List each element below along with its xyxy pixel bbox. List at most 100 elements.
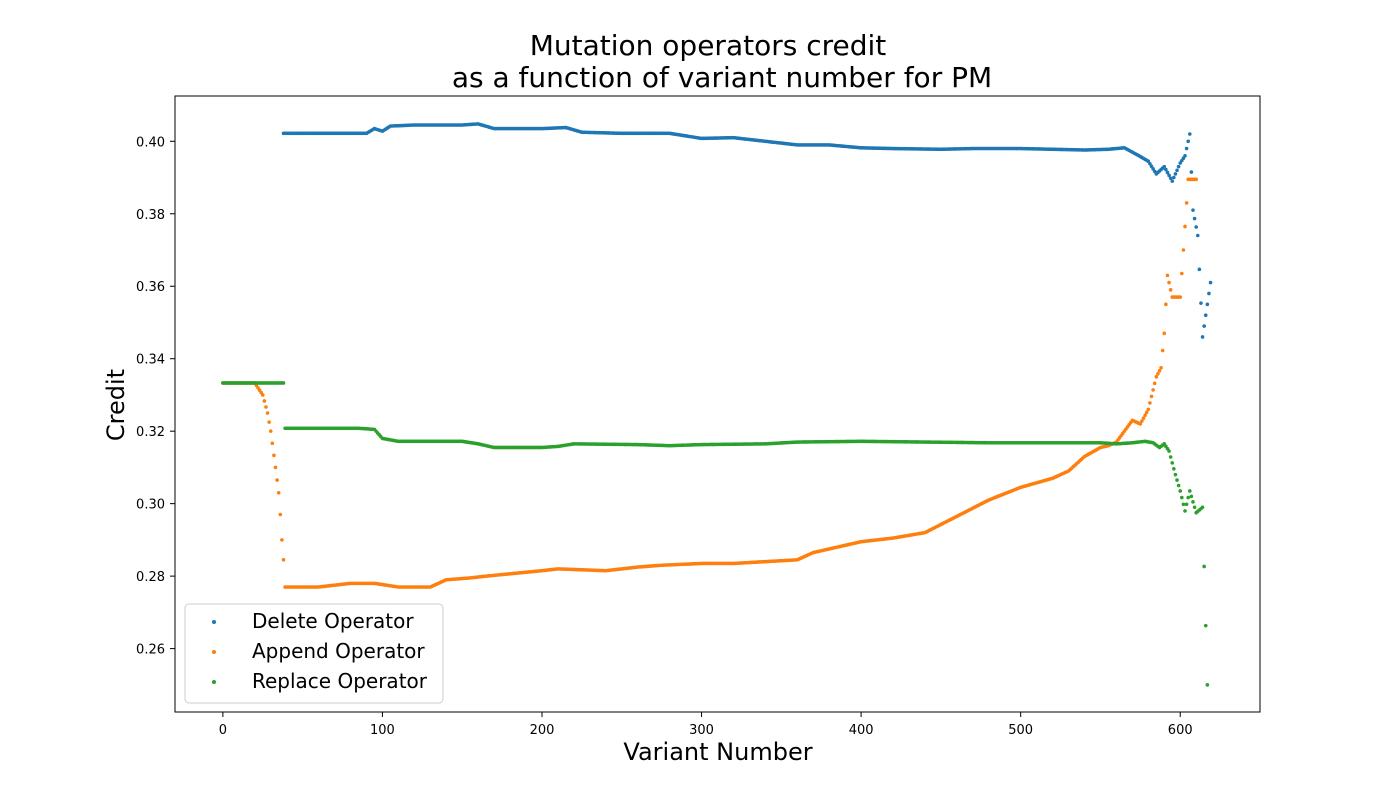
x-axis-label: Variant Number [623,738,812,766]
data-point [1180,495,1184,500]
series-2 [221,381,1210,687]
data-point [1149,394,1154,399]
data-point [1175,168,1179,173]
data-point [1143,413,1147,418]
legend-marker-append [212,650,216,654]
data-point [1144,410,1149,415]
data-point [1173,472,1178,477]
series-0 [281,122,1213,339]
data-point [267,420,271,424]
data-point [1187,132,1192,136]
data-point [1202,564,1206,569]
x-tick-label: 500 [1008,723,1033,738]
data-point [1151,388,1155,392]
data-point [1184,502,1189,507]
data-point [1172,466,1176,471]
data-point [1186,139,1190,144]
data-point [1176,164,1181,169]
data-point [1167,280,1171,285]
data-point [1140,419,1144,423]
y-tick-label: 0.38 [136,208,165,223]
data-point [1164,302,1168,307]
legend-label-replace: Replace Operator [252,669,428,693]
data-point [273,465,278,470]
data-point [1195,233,1200,238]
data-point [281,381,286,385]
y-axis-ticks: 0.26 0.28 0.30 0.32 0.34 0.36 0.38 0.40 [136,135,175,658]
x-tick-label: 200 [530,723,555,738]
data-point [268,429,273,433]
x-axis-ticks: 0 100 200 300 400 500 600 [219,712,1193,738]
data-point [1181,502,1186,507]
data-point [1200,505,1205,510]
data-point [1189,170,1194,174]
x-tick-label: 100 [370,723,395,738]
data-point [281,558,286,562]
data-point [1168,455,1173,459]
data-point [1199,301,1203,305]
legend: Delete Operator Append Operator Replace … [184,603,444,704]
data-point [1183,509,1187,513]
data-point [1152,381,1157,386]
data-point [1187,489,1192,493]
y-tick-label: 0.40 [136,135,165,150]
data-point [1146,407,1151,412]
data-point [1191,500,1195,504]
data-point [1186,495,1190,500]
data-point [1148,401,1152,405]
data-point [1208,280,1213,285]
y-tick-label: 0.34 [136,353,165,368]
x-tick-label: 0 [219,723,227,738]
chart-title-line2: as a function of variant number for PM [452,61,992,94]
data-point [262,399,267,403]
data-point [275,478,279,482]
data-point [264,405,268,409]
data-point [260,393,265,397]
y-tick-label: 0.36 [136,280,165,295]
data-point [1207,291,1211,296]
data-point [265,411,270,415]
data-point [1172,175,1176,180]
legend-marker-delete [212,620,216,624]
legend-marker-replace [212,680,216,684]
data-point [276,490,281,495]
data-point [1157,368,1162,373]
data-point [1194,177,1198,182]
plot-area-frame [174,95,1261,713]
data-point [1170,461,1175,465]
data-point [1183,153,1187,158]
data-point [1205,302,1210,307]
data-point [1168,288,1173,292]
data-point [1205,683,1210,687]
data-point [278,512,283,517]
data-point [1176,483,1181,488]
data-point [1173,172,1178,176]
data-point [1202,324,1206,328]
x-tick-label: 300 [689,723,714,738]
data-point [1160,348,1165,353]
legend-label-delete: Delete Operator [252,609,414,633]
data-point [272,453,276,458]
data-point [1189,494,1194,499]
data-point [1180,271,1184,276]
data-point [1167,173,1171,178]
data-point [1192,505,1197,510]
y-tick-label: 0.32 [136,425,165,440]
data-point [1159,365,1163,370]
data-point [1167,449,1171,453]
y-axis-label: Credit [102,369,130,441]
data-point [1168,176,1173,181]
data-point [1178,295,1183,299]
x-tick-label: 400 [849,723,874,738]
data-point [1178,489,1183,493]
data-point [1194,225,1198,229]
data-point [1141,416,1146,420]
data-point [1162,331,1167,336]
series-layer [221,122,1213,687]
data-point [1197,267,1202,272]
data-point [1165,170,1170,175]
data-point [1184,201,1189,205]
data-point [1192,216,1197,221]
series-1 [221,177,1198,589]
